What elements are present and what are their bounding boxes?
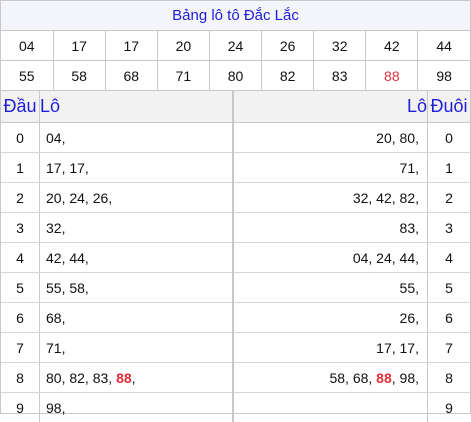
lo-highlighted-value: 88 <box>116 370 132 386</box>
number-cell: 17 <box>105 31 157 61</box>
number-cell: 24 <box>209 31 261 61</box>
dau-digit: 6 <box>1 303 40 333</box>
lo-right-values: 71, <box>233 153 428 183</box>
lo-right-values: 04, 24, 44, <box>233 243 428 273</box>
lo-row-6: 6 68, 26, 6 <box>1 303 470 333</box>
duoi-digit: 5 <box>428 273 471 303</box>
lo-row-1: 1 17, 17, 71, 1 <box>1 153 470 183</box>
number-cell: 20 <box>157 31 209 61</box>
lo-row-8: 8 80, 82, 83, 88, 58, 68, 88, 98, 8 <box>1 363 470 393</box>
dau-digit: 9 <box>1 393 40 422</box>
lo-left-values: 55, 58, <box>40 273 234 303</box>
lo-right-values <box>233 393 428 422</box>
number-cell: 04 <box>1 31 53 61</box>
number-cell: 58 <box>53 61 105 91</box>
number-cell: 44 <box>418 31 470 61</box>
lo-left-values: 04, <box>40 123 234 153</box>
header-lo-left: Lô <box>40 91 234 123</box>
duoi-digit: 9 <box>428 393 471 422</box>
lo-left-values: 80, 82, 83, 88, <box>40 363 234 393</box>
dau-digit: 3 <box>1 213 40 243</box>
lo-left-values: 71, <box>40 333 234 363</box>
dau-digit: 5 <box>1 273 40 303</box>
number-cell: 26 <box>262 31 314 61</box>
lo-right-values: 26, <box>233 303 428 333</box>
lo-right-values: 20, 80, <box>233 123 428 153</box>
lo-right-values: 32, 42, 82, <box>233 183 428 213</box>
number-cell: 68 <box>105 61 157 91</box>
header-lo-right: Lô <box>233 91 428 123</box>
lo-row-5: 5 55, 58, 55, 5 <box>1 273 470 303</box>
number-cell: 82 <box>262 61 314 91</box>
number-cell: 42 <box>366 31 418 61</box>
lo-left-values: 20, 24, 26, <box>40 183 234 213</box>
header-duoi: Đuôi <box>428 91 471 123</box>
lo-values-text: , <box>132 370 136 386</box>
number-cell: 17 <box>53 31 105 61</box>
numbers-table: 04 17 17 20 24 26 32 42 44 55 58 68 71 8… <box>1 31 470 91</box>
numbers-row-2: 55 58 68 71 80 82 83 88 98 <box>1 61 470 91</box>
lo-values-text: 80, 82, 83, <box>46 370 116 386</box>
number-cell: 80 <box>209 61 261 91</box>
numbers-row-1: 04 17 17 20 24 26 32 42 44 <box>1 31 470 61</box>
duoi-digit: 6 <box>428 303 471 333</box>
duoi-digit: 8 <box>428 363 471 393</box>
dau-digit: 2 <box>1 183 40 213</box>
lo-left-values: 17, 17, <box>40 153 234 183</box>
number-cell: 98 <box>418 61 470 91</box>
lo-values-text: , 98, <box>392 370 419 386</box>
duoi-digit: 1 <box>428 153 471 183</box>
dau-digit: 4 <box>1 243 40 273</box>
lo-row-7: 7 71, 17, 17, 7 <box>1 333 470 363</box>
lo-header-row: Đầu Lô Lô Đuôi <box>1 91 470 123</box>
lo-right-values: 58, 68, 88, 98, <box>233 363 428 393</box>
number-cell: 71 <box>157 61 209 91</box>
lo-left-values: 68, <box>40 303 234 333</box>
lo-row-3: 3 32, 83, 3 <box>1 213 470 243</box>
lo-values-text: 58, 68, <box>329 370 376 386</box>
lo-left-values: 98, <box>40 393 234 422</box>
duoi-digit: 0 <box>428 123 471 153</box>
board-title: Bảng lô tô Đắc Lắc <box>1 1 470 31</box>
dau-digit: 1 <box>1 153 40 183</box>
duoi-digit: 4 <box>428 243 471 273</box>
dau-digit: 8 <box>1 363 40 393</box>
dau-digit: 7 <box>1 333 40 363</box>
dau-digit: 0 <box>1 123 40 153</box>
number-cell: 83 <box>314 61 366 91</box>
number-cell-highlighted: 88 <box>366 61 418 91</box>
lo-row-0: 0 04, 20, 80, 0 <box>1 123 470 153</box>
lo-right-values: 55, <box>233 273 428 303</box>
duoi-digit: 7 <box>428 333 471 363</box>
lo-table: Đầu Lô Lô Đuôi 0 04, 20, 80, 0 1 17, 17,… <box>1 91 470 422</box>
duoi-digit: 3 <box>428 213 471 243</box>
number-cell: 55 <box>1 61 53 91</box>
lo-right-values: 83, <box>233 213 428 243</box>
lo-highlighted-value: 88 <box>376 370 392 386</box>
lo-row-4: 4 42, 44, 04, 24, 44, 4 <box>1 243 470 273</box>
lo-left-values: 32, <box>40 213 234 243</box>
duoi-digit: 2 <box>428 183 471 213</box>
lo-row-2: 2 20, 24, 26, 32, 42, 82, 2 <box>1 183 470 213</box>
lo-row-9: 9 98, 9 <box>1 393 470 422</box>
header-dau: Đầu <box>1 91 40 123</box>
number-cell: 32 <box>314 31 366 61</box>
lo-left-values: 42, 44, <box>40 243 234 273</box>
lo-right-values: 17, 17, <box>233 333 428 363</box>
